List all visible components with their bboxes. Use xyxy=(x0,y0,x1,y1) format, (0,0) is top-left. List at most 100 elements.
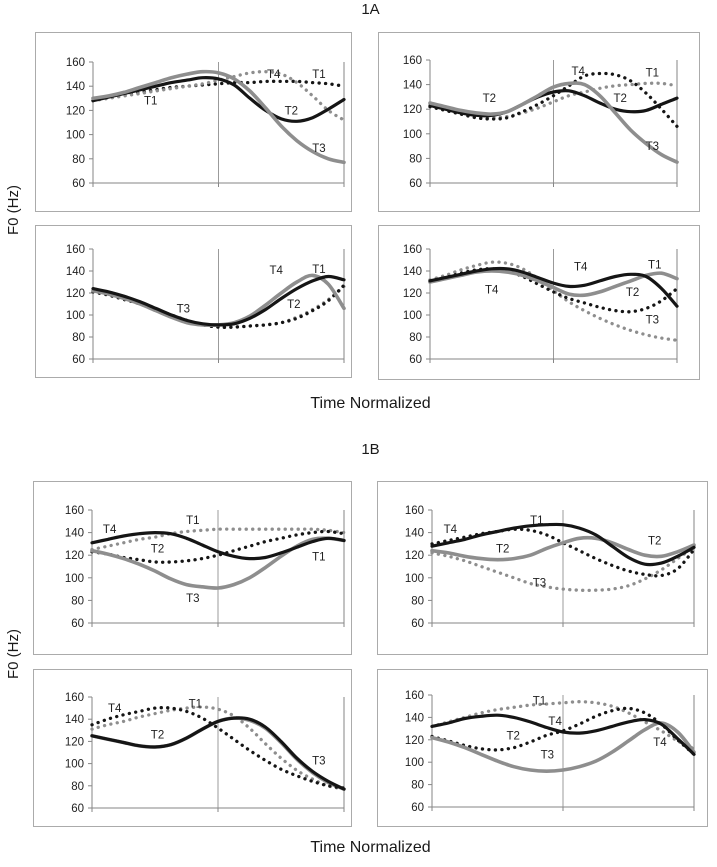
curve-label-t4: T4 xyxy=(574,262,588,274)
subplot-1b-bottom-left: 60 80 100 120 140 160 T4 T1 T2 T3 xyxy=(33,669,352,827)
curve-label-t3: T3 xyxy=(533,577,546,589)
y-tick-label: 160 xyxy=(65,692,84,704)
subplot-1b-top-right: 60 80 100 120 140 160 T4 T1 T2 T2 T3 xyxy=(377,481,708,655)
curve-label-t1: T1 xyxy=(186,515,199,527)
y-tick-label: 140 xyxy=(403,266,422,278)
curve-label-t1: T1 xyxy=(530,515,543,527)
curve-label-t4: T4 xyxy=(103,524,117,536)
series-line-t2-gray-solid xyxy=(430,535,696,562)
series-line-t2-black-solid xyxy=(428,88,679,118)
y-tick-label: 60 xyxy=(72,354,85,366)
y-tick-label: 60 xyxy=(411,802,424,814)
y-tick-label: 80 xyxy=(72,332,85,344)
y-tick-label: 80 xyxy=(411,780,424,792)
curve-label-t1: T1 xyxy=(144,96,157,108)
y-tick-label: 140 xyxy=(66,81,85,93)
y-tick-label: 60 xyxy=(409,354,422,366)
curve-label-t2: T2 xyxy=(151,730,164,742)
y-tick-label: 100 xyxy=(66,130,85,142)
y-tick-label: 120 xyxy=(405,550,424,562)
panel-title-1b: 1B xyxy=(361,441,380,458)
y-tick-label: 60 xyxy=(71,803,84,815)
curve-label-t4: T4 xyxy=(270,265,284,277)
y-tick-label: 100 xyxy=(66,310,85,322)
subplot-1b-bottom-right: 60 80 100 120 140 160 T1 T4 T2 T3 T4 xyxy=(377,669,708,827)
y-tick-label: 140 xyxy=(405,528,424,540)
y-tick-label: 80 xyxy=(71,595,84,607)
curve-label-t4: T4 xyxy=(267,69,281,81)
curve-label-t4: T4 xyxy=(548,716,562,728)
y-tick-label: 120 xyxy=(405,735,424,747)
curve-label-t1: T1 xyxy=(312,69,325,81)
y-tick-label: 60 xyxy=(71,618,84,630)
curve-label-t3: T3 xyxy=(541,749,554,761)
y-tick-label: 100 xyxy=(403,129,422,141)
y-tick-label: 160 xyxy=(403,55,422,67)
series-line-t2-black-dotted xyxy=(90,529,346,564)
curve-label-t1: T1 xyxy=(533,696,546,708)
subplot-1b-top-left: 60 80 100 120 140 160 T4 T1 T2 T3 T1 xyxy=(33,481,352,655)
series-line-t4-black-dotted xyxy=(428,71,679,129)
series-line-t1-black-solid xyxy=(91,274,346,327)
series-line-t1-gray-dotted xyxy=(430,700,696,751)
series-line-t3-gray-solid xyxy=(90,536,346,590)
curve-label-t2: T2 xyxy=(483,93,496,105)
curve-label-t2: T2 xyxy=(287,299,300,311)
chart-canvas-1a-top-left: 60 80 100 120 140 160 T1 T4 T1 T2 T3 xyxy=(66,57,346,190)
curve-label-t1: T1 xyxy=(189,699,202,711)
x-axis-label-1b: Time Normalized xyxy=(310,839,431,856)
y-tick-label: 60 xyxy=(411,618,424,630)
curve-label-t3: T3 xyxy=(312,755,325,767)
curve-label-t2: T2 xyxy=(151,543,164,555)
chart-canvas-1b-top-left: 60 80 100 120 140 160 T4 T1 T2 T3 T1 xyxy=(65,505,346,630)
subplot-1a-top-left: 60 80 100 120 140 160 T1 T4 T1 T2 T3 xyxy=(35,32,352,212)
series-line-t1-black-solid xyxy=(430,522,696,567)
chart-canvas-1a-bottom-left: 60 80 100 120 140 160 T3 T4 T1 T2 xyxy=(66,244,346,366)
y-tick-label: 120 xyxy=(66,288,85,300)
y-tick-label: 80 xyxy=(411,595,424,607)
series-line-t3-gray-solid xyxy=(428,81,679,164)
subplot-1a-bottom-left: 60 80 100 120 140 160 T3 T4 T1 T2 xyxy=(35,225,352,378)
curve-label-t2: T2 xyxy=(613,93,626,105)
chart-canvas-1b-bottom-left: 60 80 100 120 140 160 T4 T1 T2 T3 xyxy=(65,692,346,815)
y-tick-label: 140 xyxy=(65,528,84,540)
curve-label-t3: T3 xyxy=(646,314,659,326)
curve-label-t2: T2 xyxy=(648,536,661,548)
curve-label-t2: T2 xyxy=(626,287,639,299)
curve-label-t3: T3 xyxy=(186,593,199,605)
chart-canvas-1b-top-right: 60 80 100 120 140 160 T4 T1 T2 T2 T3 xyxy=(405,505,696,630)
y-tick-label: 80 xyxy=(409,332,422,344)
y-tick-label: 140 xyxy=(65,714,84,726)
chart-canvas-1a-bottom-right: 60 80 100 120 140 160 T4 T4 T1 T2 T3 xyxy=(403,244,679,366)
x-axis-label-1a: Time Normalized xyxy=(310,395,431,412)
y-tick-label: 100 xyxy=(405,757,424,769)
series-line-t4-black-solid xyxy=(428,266,679,308)
curve-label-t3: T3 xyxy=(646,141,659,153)
y-axis-label-1b: F0 (Hz) xyxy=(5,629,22,679)
y-tick-label: 100 xyxy=(65,573,84,585)
panel-title-1a: 1A xyxy=(361,1,380,18)
y-tick-label: 60 xyxy=(72,178,85,190)
y-tick-label: 60 xyxy=(409,178,422,190)
subplot-1a-top-right: 60 80 100 120 140 160 T2 T4 T1 T2 T3 xyxy=(378,32,700,212)
curve-label-t4: T4 xyxy=(444,524,458,536)
curve-label-t2: T2 xyxy=(507,730,520,742)
y-tick-label: 160 xyxy=(405,690,424,702)
series-line-t2-black-solid xyxy=(90,716,346,791)
y-tick-label: 160 xyxy=(66,244,85,256)
y-tick-label: 100 xyxy=(405,573,424,585)
y-tick-label: 140 xyxy=(405,712,424,724)
series-line-t4-black-dotted xyxy=(90,706,346,790)
curve-label-t3: T3 xyxy=(312,143,325,155)
y-tick-label: 80 xyxy=(409,153,422,165)
curve-label-t4: T4 xyxy=(653,737,667,749)
y-tick-label: 120 xyxy=(65,736,84,748)
y-tick-label: 160 xyxy=(405,505,424,517)
y-tick-label: 160 xyxy=(66,57,85,69)
series-line-t4-black-solid xyxy=(430,713,696,756)
y-tick-label: 120 xyxy=(65,550,84,562)
curve-label-t1: T1 xyxy=(646,67,659,79)
curve-label-t4: T4 xyxy=(485,285,499,297)
